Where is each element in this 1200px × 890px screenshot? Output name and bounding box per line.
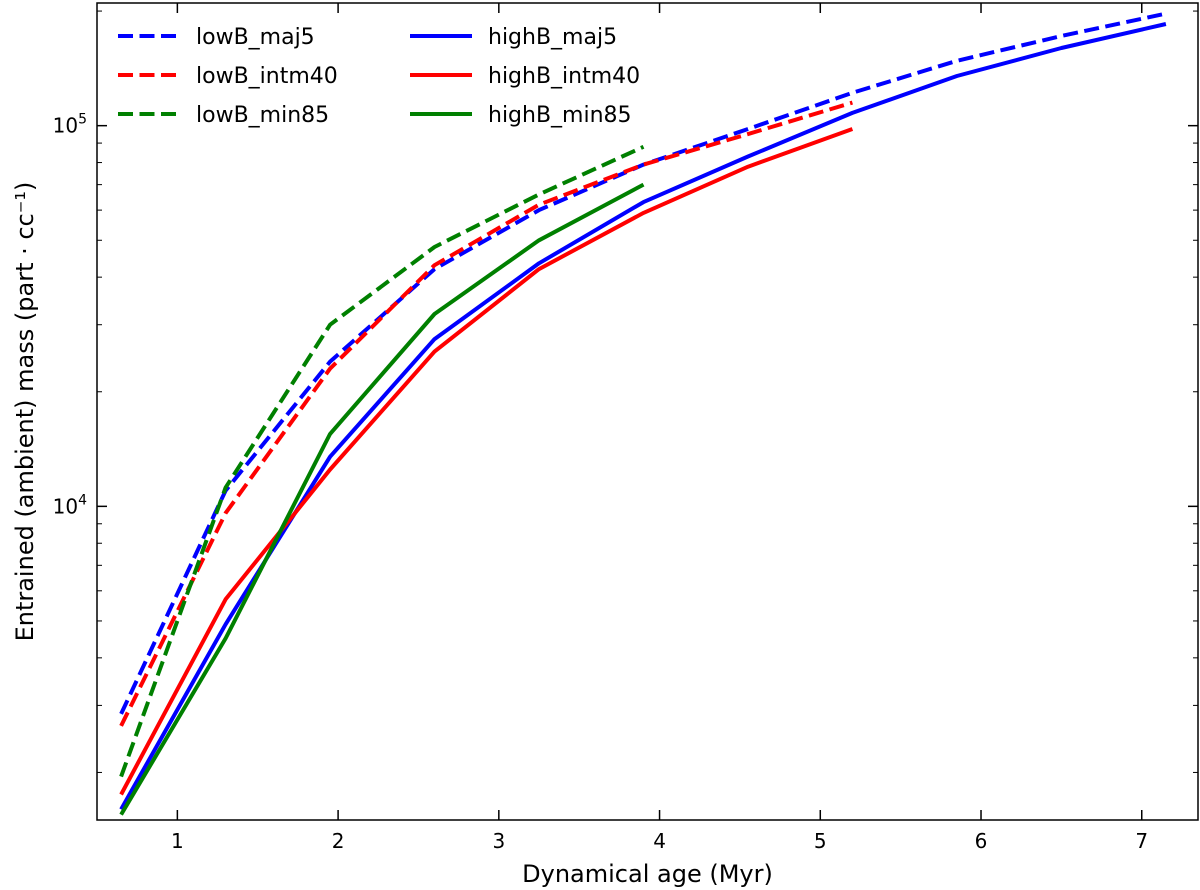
- legend: lowB_maj5 lowB_intm40 lowB_min85 highB_maj5…: [118, 25, 640, 128]
- legend-label-highB_min85: highB_min85: [488, 103, 632, 128]
- series-line-highB_intm40: [119, 127, 854, 796]
- x-tick-label: 5: [814, 829, 827, 853]
- x-tick-label: 6: [975, 829, 988, 853]
- x-tick-label: 4: [653, 829, 666, 853]
- legend-label-highB_intm40: highB_intm40: [488, 64, 640, 89]
- legend-label-highB_maj5: highB_maj5: [488, 25, 617, 50]
- x-tick-label: 2: [332, 829, 345, 853]
- y-tick-label: 105: [53, 112, 87, 138]
- series-lines: [119, 11, 1167, 816]
- plot-frame: [96, 2, 1199, 821]
- x-tick-label: 1: [171, 829, 184, 853]
- x-tick-label: 7: [1135, 829, 1148, 853]
- legend-label-lowB_min85: lowB_min85: [196, 103, 329, 128]
- legend-label-lowB_intm40: lowB_intm40: [196, 64, 338, 89]
- y-tick-label: 104: [53, 492, 87, 518]
- series-line-lowB_maj5: [119, 11, 1167, 715]
- x-axis-label: Dynamical age (Myr): [522, 860, 773, 888]
- axes: 1 2 3 4 5 6 7 104 105: [53, 2, 1199, 853]
- series-line-lowB_intm40: [119, 100, 853, 727]
- y-axis-label: Entrained (ambient) mass (part · cc⁻¹): [11, 182, 39, 642]
- x-tick-label: 3: [492, 829, 505, 853]
- series-line-lowB_min85: [119, 144, 645, 778]
- legend-label-lowB_maj5: lowB_maj5: [196, 25, 315, 50]
- series-line-highB_min85: [119, 182, 645, 816]
